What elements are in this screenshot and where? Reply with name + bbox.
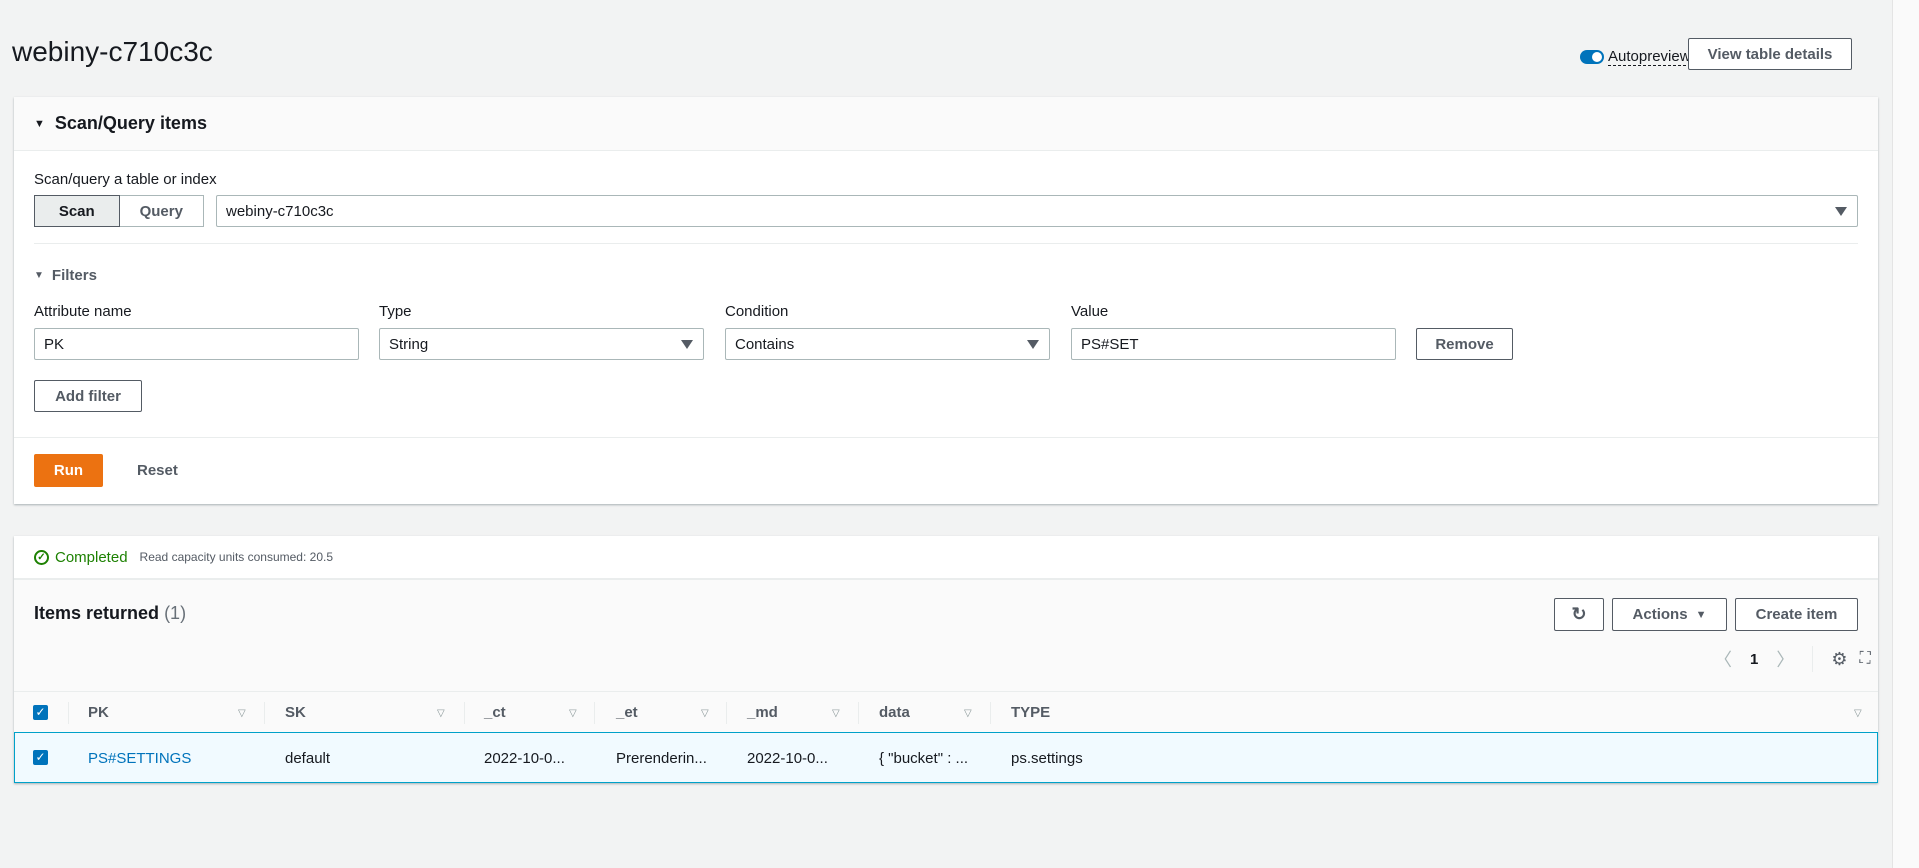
sort-icon[interactable]: ▽ (832, 708, 840, 719)
sort-icon[interactable]: ▽ (238, 708, 246, 719)
caret-down-icon: ▼ (1695, 608, 1707, 621)
sort-icon[interactable]: ▽ (1854, 708, 1862, 719)
row-checkbox[interactable]: ✓ (33, 750, 48, 765)
items-count: (1) (164, 603, 187, 623)
caret-down-icon (1835, 207, 1847, 216)
table-row[interactable]: ✓ PS#SETTINGS default 2022-10-0... Prere… (14, 732, 1878, 783)
type-select[interactable]: String (379, 328, 704, 360)
cell-pk-link[interactable]: PS#SETTINGS (88, 750, 192, 767)
column-header-ct[interactable]: _ct (484, 704, 506, 721)
capacity-text: Read capacity units consumed: 20.5 (139, 550, 333, 564)
scan-query-panel: ▼ Scan/Query items Scan/query a table or… (14, 97, 1878, 504)
column-header-et[interactable]: _et (616, 704, 638, 721)
filters-label: Filters (51, 267, 97, 284)
sort-icon[interactable]: ▽ (964, 708, 972, 719)
divider (1812, 646, 1814, 672)
view-table-details-button[interactable]: View table details (1688, 38, 1852, 70)
sort-icon[interactable]: ▽ (701, 708, 709, 719)
value-input-value: PS#SET (1081, 335, 1139, 353)
page-number[interactable]: 1 (1750, 650, 1759, 668)
reset-button[interactable]: Reset (137, 462, 178, 479)
settings-gear-icon[interactable]: ⚙ (1831, 648, 1848, 669)
divider (34, 243, 1858, 244)
scan-panel-header[interactable]: ▼ Scan/Query items (14, 97, 1878, 151)
items-returned-title: Items returned (34, 603, 160, 623)
column-header-type[interactable]: TYPE (1011, 704, 1051, 721)
condition-value: Contains (735, 335, 795, 353)
refresh-button[interactable]: ↻ (1554, 598, 1604, 631)
select-all-checkbox[interactable]: ✓ (33, 705, 48, 720)
remove-filter-button[interactable]: Remove (1416, 328, 1513, 360)
status-text: Completed (55, 548, 128, 566)
cell-ct: 2022-10-0... (484, 750, 565, 767)
mode-segmented-control: Scan Query (34, 195, 204, 227)
results-panel: ✓ Completed Read capacity units consumed… (14, 536, 1878, 783)
mode-label: Scan/query a table or index (34, 171, 217, 188)
cell-md: 2022-10-0... (747, 750, 828, 767)
condition-label: Condition (725, 303, 789, 320)
column-header-md[interactable]: _md (747, 704, 778, 721)
caret-down-icon (1027, 340, 1039, 349)
actions-button[interactable]: Actions ▼ (1612, 598, 1727, 631)
status-bar: ✓ Completed Read capacity units consumed… (14, 536, 1878, 580)
column-header-pk[interactable]: PK (88, 704, 109, 721)
sort-icon[interactable]: ▽ (569, 708, 577, 719)
actions-label: Actions (1632, 606, 1688, 623)
refresh-icon: ↻ (1571, 604, 1587, 624)
query-mode-button[interactable]: Query (119, 195, 204, 227)
column-header-sk[interactable]: SK (285, 704, 306, 721)
sort-icon[interactable]: ▽ (437, 708, 445, 719)
add-filter-button[interactable]: Add filter (34, 380, 142, 412)
type-label: Type (379, 303, 412, 320)
type-value: String (389, 335, 429, 353)
cell-type: ps.settings (1011, 750, 1083, 767)
success-check-icon: ✓ (34, 549, 49, 565)
table-select[interactable]: webiny-c710c3c (216, 195, 1858, 227)
value-label: Value (1071, 303, 1109, 320)
autopreview-toggle[interactable]: Autopreview (1580, 48, 1691, 66)
items-returned-heading: Items returned (1) (34, 603, 186, 624)
scan-mode-button[interactable]: Scan (34, 195, 120, 227)
caret-down-icon: ▼ (34, 270, 44, 281)
scan-panel-title: Scan/Query items (54, 113, 207, 133)
next-page-icon[interactable]: 〉 (1776, 650, 1795, 670)
value-input[interactable]: PS#SET (1071, 328, 1396, 360)
run-button[interactable]: Run (34, 454, 103, 487)
attribute-name-input[interactable]: PK (34, 328, 359, 360)
table-header: ✓ PK ▽ SK ▽ _ct ▽ _et ▽ _md ▽ data ▽ TYPE ▽ (14, 691, 1878, 732)
cell-et: Prerenderin... (616, 750, 707, 767)
previous-page-icon[interactable]: 〈 (1714, 650, 1732, 670)
autopreview-label: Autopreview (1608, 48, 1691, 66)
condition-select[interactable]: Contains (725, 328, 1050, 360)
column-header-data[interactable]: data (879, 704, 910, 721)
fullscreen-icon[interactable]: ⛶ (1859, 650, 1871, 667)
filters-toggle[interactable]: ▼ Filters (34, 267, 97, 284)
create-item-button[interactable]: Create item (1735, 598, 1858, 631)
attribute-name-value: PK (44, 335, 65, 353)
divider (14, 437, 1878, 438)
table-select-value: webiny-c710c3c (226, 202, 334, 220)
caret-down-icon (681, 340, 693, 349)
pagination: 〈 1 〉 ⚙ ⛶ (1714, 646, 1871, 672)
page-title: webiny-c710c3c (12, 36, 213, 67)
scrollbar[interactable] (1892, 0, 1919, 868)
cell-sk: default (285, 750, 331, 767)
cell-data: { "bucket" : ... (879, 750, 969, 767)
caret-down-icon: ▼ (34, 117, 45, 130)
toggle-switch-icon (1580, 50, 1604, 64)
attribute-name-label: Attribute name (34, 303, 132, 320)
